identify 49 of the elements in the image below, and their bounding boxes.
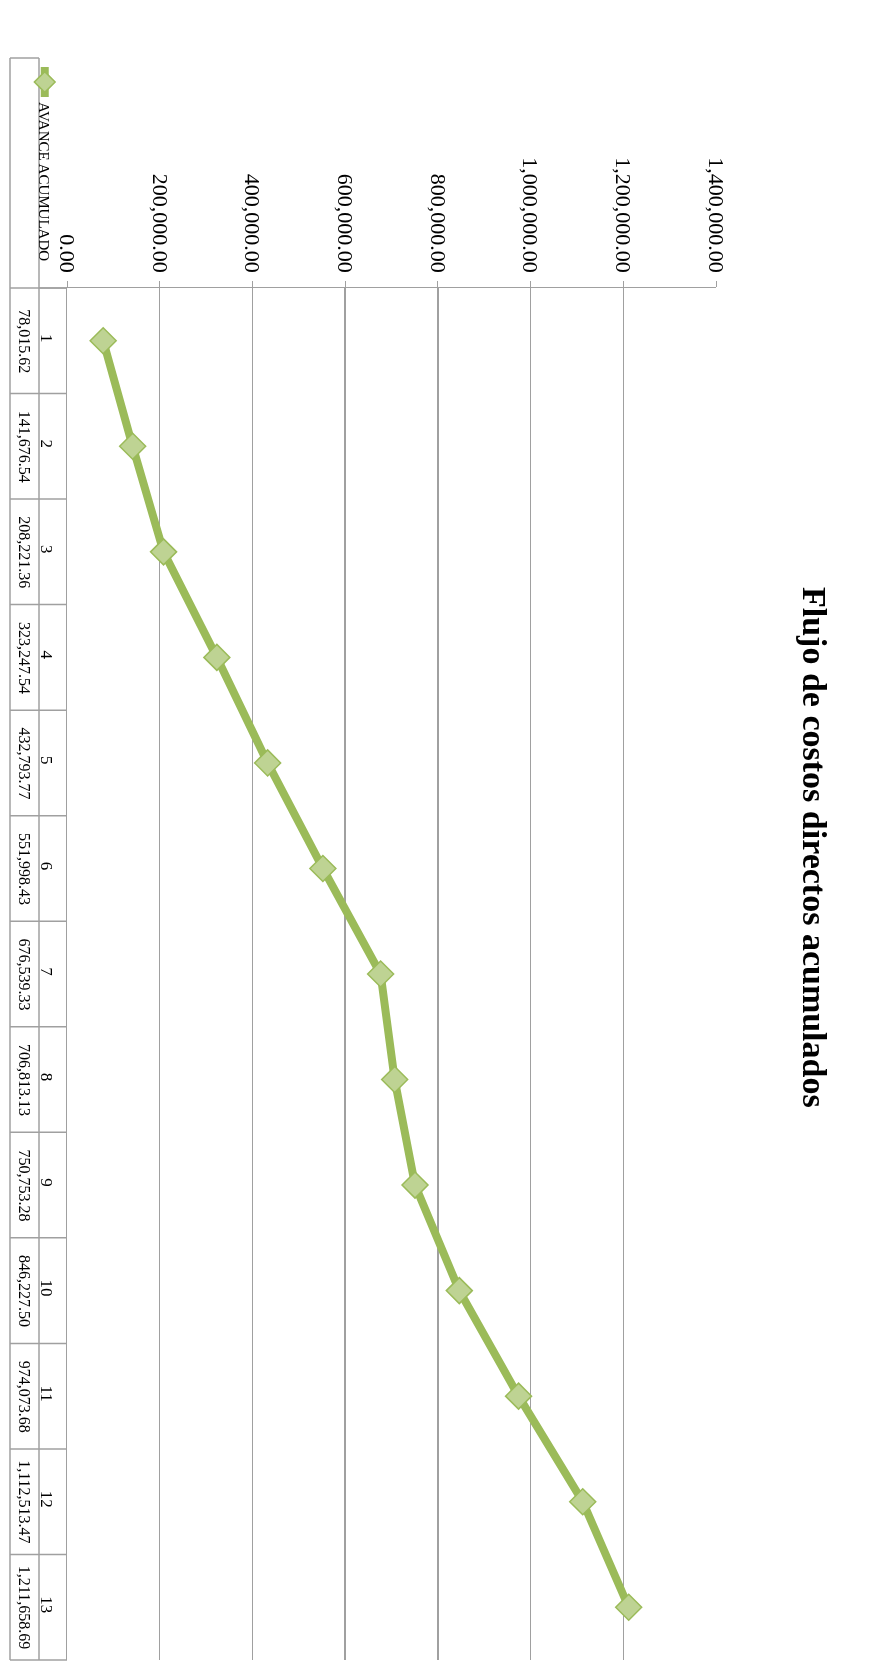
data-label: 974,073.68 xyxy=(15,1360,33,1433)
y-tick-label: 13 xyxy=(37,1596,57,1614)
y-tick-label: 1 xyxy=(37,333,57,343)
point xyxy=(614,1593,643,1621)
point xyxy=(89,327,117,355)
x-tick-label: 1,200,000.00 xyxy=(611,157,637,273)
point xyxy=(401,1171,429,1199)
point xyxy=(309,854,337,883)
y-tick-label: 4 xyxy=(37,650,57,660)
data-label: 551,998.43 xyxy=(15,832,33,905)
data-label: 78,015.62 xyxy=(16,309,34,374)
point xyxy=(504,1382,533,1410)
x-tick-label: 600,000.00 xyxy=(332,173,358,273)
y-tick-label: 2 xyxy=(37,439,57,449)
x-tick-label: 1,400,000.00 xyxy=(703,157,729,273)
y-tick-label: 10 xyxy=(37,1279,57,1297)
text: Flujo de costos directos acumulados xyxy=(796,587,833,1108)
point xyxy=(380,1065,409,1094)
x-tick-label: 800,000.00 xyxy=(425,173,451,273)
y-tick-label: 7 xyxy=(37,967,57,977)
x-tick-label: 400,000.00 xyxy=(240,173,266,273)
data-label: 1,211,658.69 xyxy=(15,1565,33,1650)
x-tick-label: 1,000,000.00 xyxy=(518,157,544,273)
data-label: 750,753.28 xyxy=(15,1149,33,1222)
y-tick-label: 6 xyxy=(37,861,57,871)
x-tick-label: 0.00 xyxy=(54,234,80,273)
point xyxy=(568,1487,597,1516)
data-label: 141,676.54 xyxy=(15,410,33,483)
point xyxy=(149,538,178,566)
y-tick-label: 8 xyxy=(37,1072,57,1082)
data-label: 706,813.13 xyxy=(16,1044,34,1117)
y-tick-label: 9 xyxy=(37,1178,57,1187)
legend-label: AVANCE ACUMULADO xyxy=(35,102,52,262)
y-tick-label: 5 xyxy=(37,756,57,765)
point xyxy=(253,749,282,777)
point xyxy=(445,1276,474,1305)
y-tick-label: 12 xyxy=(37,1490,57,1508)
data-label: 846,227.50 xyxy=(16,1255,34,1328)
data-label: 1,112,513.47 xyxy=(16,1460,34,1544)
point xyxy=(203,643,231,672)
point xyxy=(118,432,147,461)
data-label: 208,221.36 xyxy=(16,516,34,589)
y-tick-label: 3 xyxy=(37,545,57,554)
point xyxy=(366,960,395,988)
x-tick-label: 200,000.00 xyxy=(147,173,173,273)
y-tick-label: 11 xyxy=(37,1385,57,1402)
data-label: 323,247.54 xyxy=(15,621,33,694)
data-label: 676,539.33 xyxy=(15,938,33,1011)
data-label: 432,793.77 xyxy=(16,727,34,800)
